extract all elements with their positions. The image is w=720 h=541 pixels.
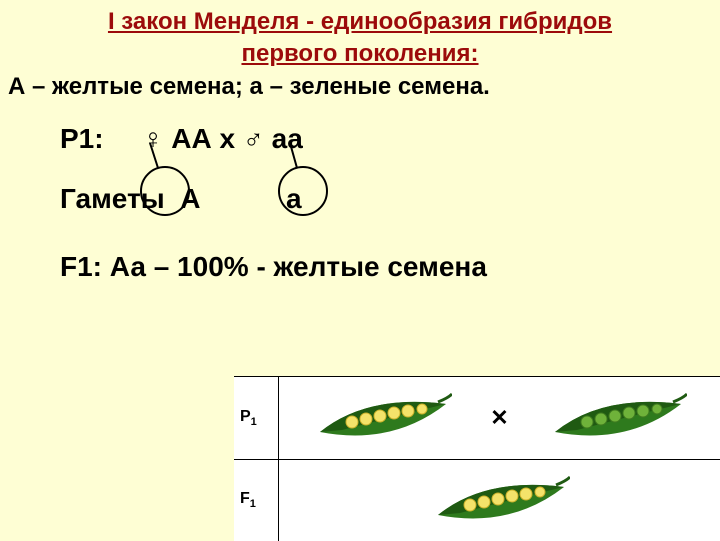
p1-male: ♂ аа bbox=[243, 123, 303, 154]
p1-label: Р1: bbox=[60, 123, 104, 154]
p1-cross-x: х bbox=[220, 123, 236, 154]
cross-scheme: Р1: ♀ АА х ♂ аа Гаметы А а F1: Аа – 100%… bbox=[0, 101, 720, 283]
allele-legend: А – желтые семена; а – зеленые семена. bbox=[0, 71, 720, 101]
pod-green-icon bbox=[547, 392, 687, 444]
cross-symbol: ✕ bbox=[490, 405, 508, 431]
pod-yellow-icon bbox=[312, 392, 452, 444]
gamete-A: А bbox=[180, 183, 200, 214]
pea-cross-table: Р1 ✕ bbox=[234, 376, 720, 541]
label-p1: Р1 bbox=[234, 408, 278, 428]
p1-pods: ✕ bbox=[279, 392, 720, 444]
gametes-label: Гаметы bbox=[60, 183, 165, 214]
p1-female: ♀ АА bbox=[142, 123, 211, 154]
gamete-a: а bbox=[286, 183, 302, 214]
f1-result: F1: Аа – 100% - желтые семена bbox=[60, 251, 660, 283]
table-row-p1: Р1 ✕ bbox=[234, 377, 720, 459]
title-line2: первого поколения: bbox=[241, 40, 478, 67]
table-row-f1: F1 bbox=[234, 459, 720, 541]
pod-yellow-icon bbox=[430, 475, 570, 527]
label-f1: F1 bbox=[234, 490, 278, 510]
title-line1: I закон Менделя - единообразия гибридов bbox=[108, 8, 612, 35]
title: I закон Менделя - единообразия гибридов … bbox=[0, 0, 720, 71]
f1-pods bbox=[279, 475, 720, 527]
